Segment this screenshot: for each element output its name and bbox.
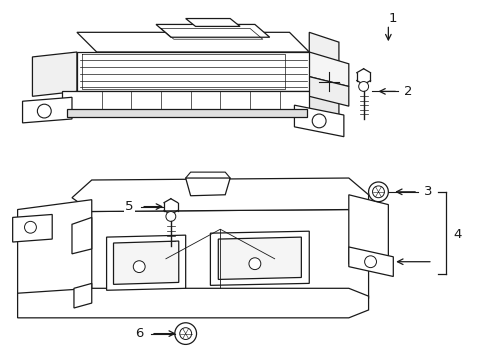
- Polygon shape: [13, 215, 52, 242]
- Polygon shape: [23, 97, 72, 123]
- Circle shape: [180, 328, 192, 339]
- Polygon shape: [77, 32, 309, 52]
- Polygon shape: [114, 241, 179, 284]
- Polygon shape: [309, 77, 349, 106]
- Polygon shape: [67, 109, 307, 117]
- Polygon shape: [107, 235, 186, 290]
- Polygon shape: [349, 247, 393, 276]
- Polygon shape: [219, 237, 301, 279]
- Text: 6: 6: [135, 327, 144, 340]
- Circle shape: [312, 114, 326, 128]
- Circle shape: [37, 104, 51, 118]
- Polygon shape: [32, 52, 77, 96]
- Circle shape: [365, 256, 376, 267]
- Polygon shape: [186, 18, 240, 26]
- Circle shape: [368, 182, 389, 202]
- Polygon shape: [62, 91, 309, 111]
- Polygon shape: [74, 283, 92, 308]
- Circle shape: [175, 323, 196, 345]
- Text: 5: 5: [125, 200, 134, 213]
- Polygon shape: [72, 217, 92, 254]
- Circle shape: [166, 212, 176, 221]
- Circle shape: [133, 261, 145, 273]
- Circle shape: [372, 186, 384, 198]
- Text: 4: 4: [453, 228, 462, 240]
- Polygon shape: [210, 231, 309, 285]
- Polygon shape: [186, 178, 230, 196]
- Text: 2: 2: [404, 85, 413, 98]
- Circle shape: [24, 221, 36, 233]
- Polygon shape: [18, 288, 368, 318]
- Polygon shape: [72, 210, 368, 310]
- Polygon shape: [77, 52, 309, 91]
- Text: 3: 3: [424, 185, 432, 198]
- Polygon shape: [309, 32, 339, 101]
- Polygon shape: [309, 91, 339, 121]
- Polygon shape: [72, 178, 368, 217]
- Circle shape: [359, 82, 368, 91]
- Polygon shape: [309, 52, 349, 86]
- Text: 1: 1: [389, 12, 397, 25]
- Polygon shape: [156, 24, 270, 37]
- Polygon shape: [349, 195, 389, 274]
- Circle shape: [249, 258, 261, 270]
- Polygon shape: [18, 200, 92, 300]
- Polygon shape: [294, 105, 344, 137]
